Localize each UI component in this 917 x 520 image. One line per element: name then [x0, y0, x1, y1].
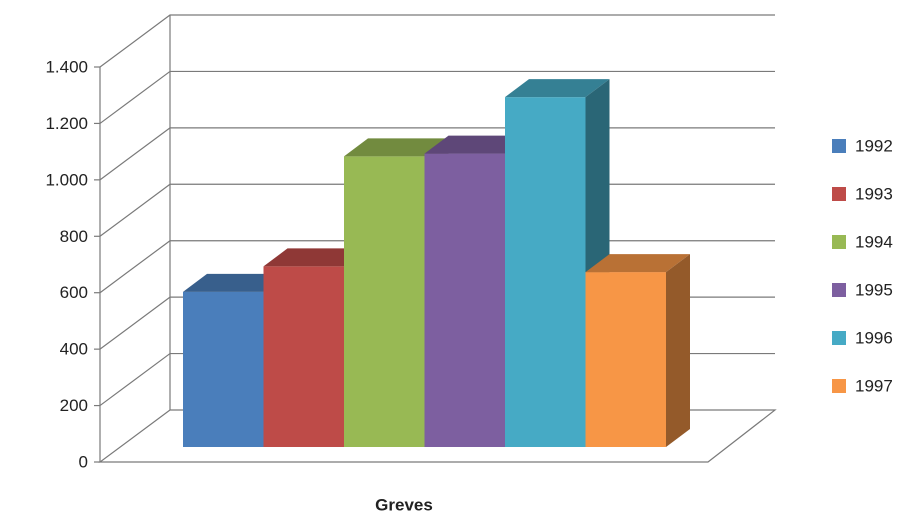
y-tick-label: 600: [60, 283, 88, 302]
bar: [344, 156, 425, 447]
legend-swatch: [832, 235, 846, 249]
legend-swatch: [832, 283, 846, 297]
bar-top: [585, 254, 690, 273]
bar-top: [183, 273, 288, 292]
grid-line: [99, 14, 775, 68]
legend-label: 1995: [855, 280, 893, 299]
bar-top: [424, 135, 529, 154]
legend-swatch: [832, 331, 846, 345]
bar: [183, 291, 264, 447]
bar: [505, 97, 586, 448]
bar-side: [666, 254, 690, 447]
floor: [98, 409, 777, 463]
y-tick-label: 200: [60, 396, 88, 415]
bar-top: [344, 138, 449, 157]
bar: [424, 153, 505, 448]
y-tick-label: 400: [60, 340, 88, 359]
legend-swatch: [832, 379, 846, 393]
legend-swatch: [832, 187, 846, 201]
y-tick-label: 0: [79, 452, 88, 471]
y-tick-label: 1.400: [45, 57, 88, 76]
bar: [585, 272, 666, 447]
grid-line: [99, 70, 775, 124]
bar-top: [505, 79, 610, 98]
legend-label: 1992: [855, 136, 893, 155]
legend-swatch: [832, 139, 846, 153]
chart-walls: [98, 15, 777, 463]
legend-label: 1994: [855, 232, 893, 251]
legend-label: 1993: [855, 184, 893, 203]
bar-top: [263, 248, 368, 267]
legend-label: 1996: [855, 328, 893, 347]
x-tick-label: Greves: [375, 495, 433, 514]
y-tick-label: 800: [60, 227, 88, 246]
y-tick-label: 1.200: [45, 114, 88, 133]
legend-label: 1997: [855, 376, 893, 395]
bar: [263, 266, 344, 447]
y-tick-label: 1.000: [45, 170, 88, 189]
